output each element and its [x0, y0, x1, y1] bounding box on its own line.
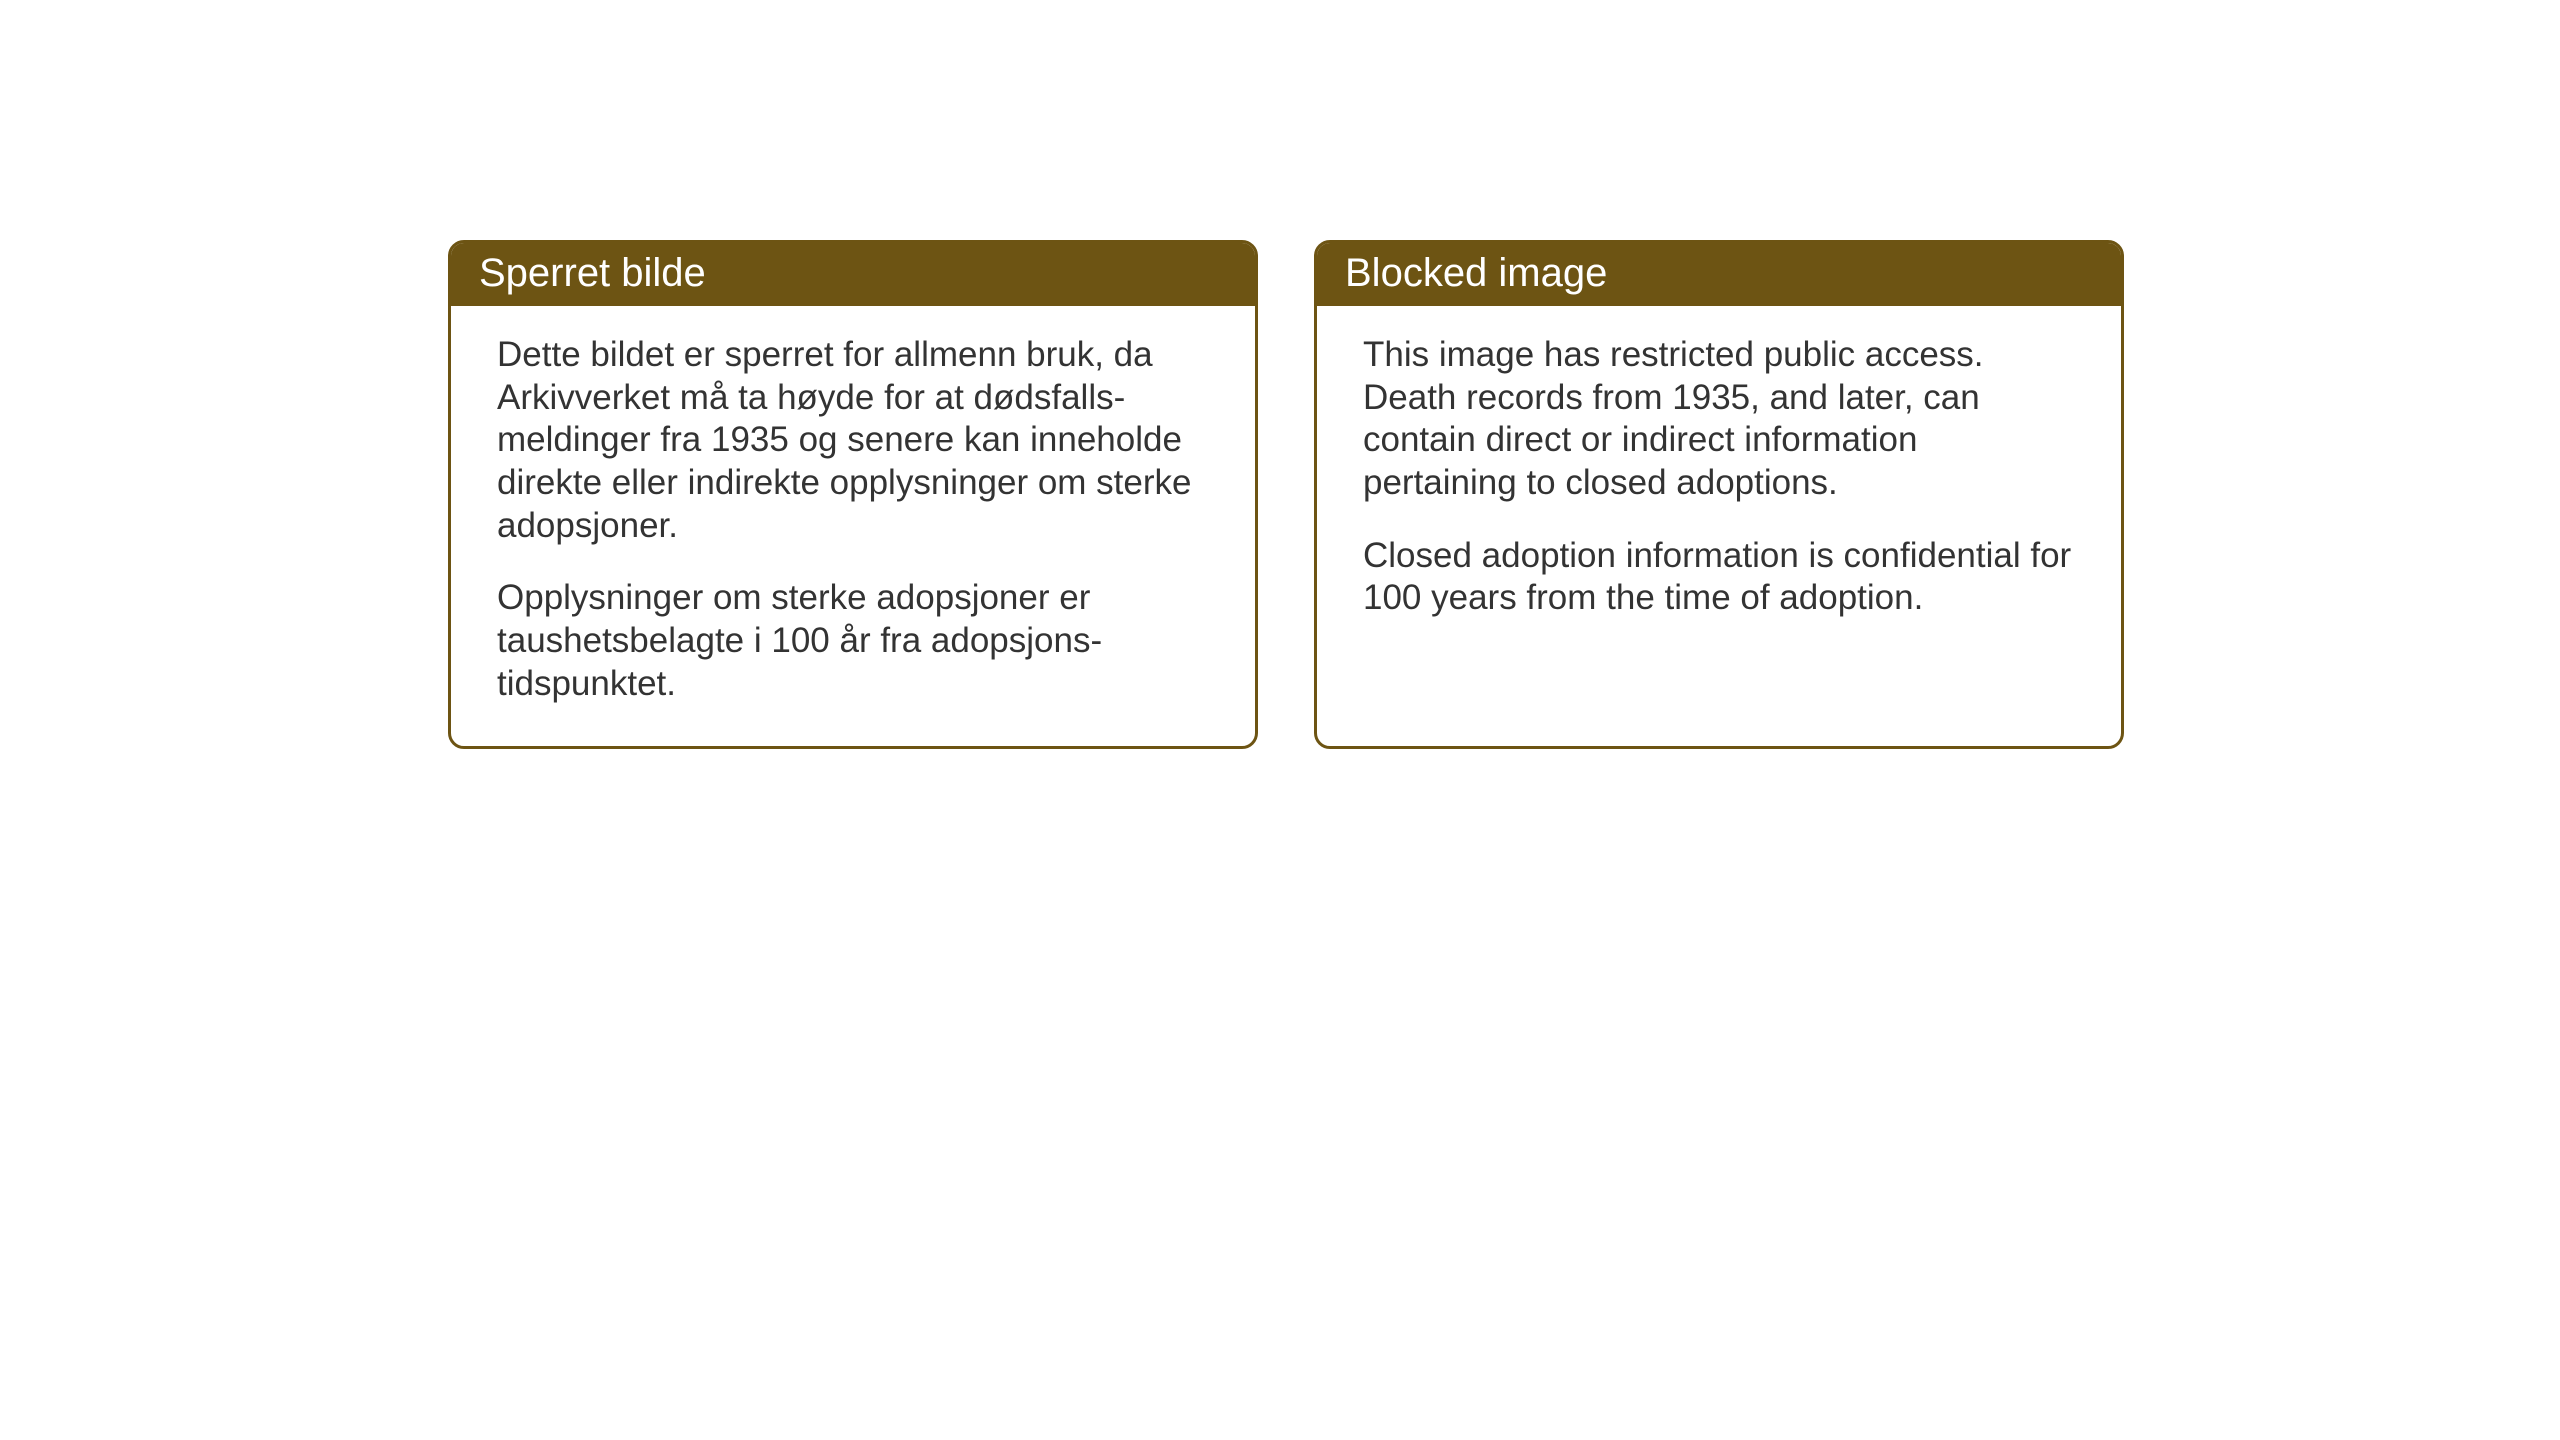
card-norwegian: Sperret bilde Dette bildet er sperret fo… [448, 240, 1258, 749]
card-body-english: This image has restricted public access.… [1317, 306, 2121, 726]
card-english: Blocked image This image has restricted … [1314, 240, 2124, 749]
cards-container: Sperret bilde Dette bildet er sperret fo… [448, 240, 2124, 749]
card-title-norwegian: Sperret bilde [479, 251, 706, 295]
card-body-norwegian: Dette bildet er sperret for allmenn bruk… [451, 306, 1255, 746]
card-title-english: Blocked image [1345, 251, 1607, 295]
paragraph-english-1: This image has restricted public access.… [1363, 334, 2079, 505]
card-header-norwegian: Sperret bilde [451, 243, 1255, 306]
card-header-english: Blocked image [1317, 243, 2121, 306]
paragraph-norwegian-2: Opplysninger om sterke adopsjoner er tau… [497, 577, 1213, 705]
paragraph-english-2: Closed adoption information is confident… [1363, 535, 2079, 620]
paragraph-norwegian-1: Dette bildet er sperret for allmenn bruk… [497, 334, 1213, 547]
